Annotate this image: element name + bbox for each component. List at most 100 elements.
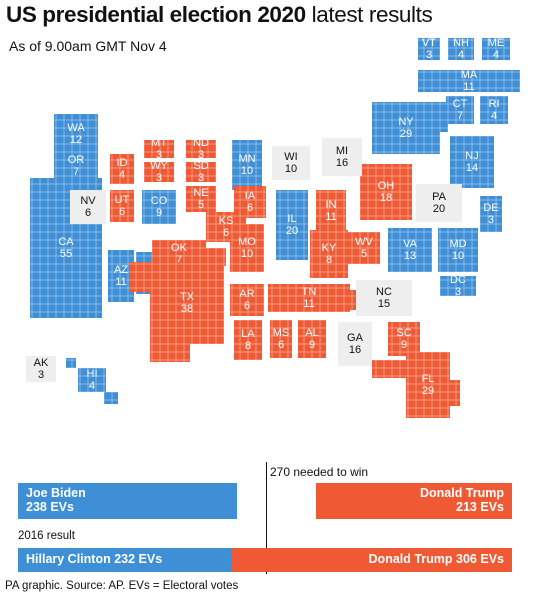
state-sd: SD3 <box>186 160 216 184</box>
state-co: CO9 <box>142 190 176 224</box>
state-or: OR7 <box>54 154 98 178</box>
state-tile-overlay <box>316 190 346 232</box>
state-tile-overlay <box>448 38 474 60</box>
state-tile-overlay <box>440 102 448 132</box>
state-tile-overlay <box>150 344 190 362</box>
state-block <box>26 356 56 382</box>
state-tile-overlay <box>234 320 262 360</box>
source-note: PA graphic. Source: AP. EVs = Electoral … <box>5 580 239 592</box>
state-nd: ND3 <box>186 137 216 161</box>
state-tile-overlay <box>232 140 262 190</box>
state-tile-overlay <box>406 352 450 418</box>
state-tile-overlay <box>372 360 406 378</box>
state-wv: WV5 <box>348 232 380 264</box>
state-nv: NV6 <box>70 190 106 224</box>
biden-name: Joe Biden <box>26 486 86 500</box>
state-tile-overlay <box>144 140 174 158</box>
state-tile-overlay <box>54 154 98 178</box>
state-tile-overlay <box>150 262 224 344</box>
state-tile-overlay <box>482 38 510 60</box>
threshold-line <box>266 462 267 574</box>
state-tile-overlay <box>230 224 264 272</box>
state-tile-overlay <box>186 186 216 212</box>
state-tile-overlay <box>480 196 502 232</box>
biden-bar: Joe Biden 238 EVs <box>18 483 237 519</box>
state-nh: NH4 <box>448 37 474 61</box>
state-ak: AK3 <box>26 356 56 382</box>
title-main: US presidential election 2020 <box>6 2 306 27</box>
state-ct: CT7 <box>446 96 474 124</box>
result-2016-label: 2016 result <box>18 530 75 542</box>
state-tile-overlay <box>144 162 174 182</box>
state-block <box>272 146 310 180</box>
state-ut: UT6 <box>110 190 134 222</box>
state-tile-overlay <box>268 284 350 312</box>
as-of-timestamp: As of 9.00am GMT Nov 4 <box>9 38 167 54</box>
trump-name: Donald Trump <box>419 486 504 500</box>
state-tile-overlay <box>130 262 152 292</box>
state-hi: HI4 <box>66 358 118 404</box>
state-block <box>338 322 372 366</box>
state-block <box>356 280 412 316</box>
title-rest: latest results <box>311 2 433 27</box>
state-la: LA8 <box>234 320 262 360</box>
state-tile-overlay <box>186 162 216 182</box>
state-tile-overlay <box>486 86 520 92</box>
clinton-bar: Hillary Clinton 232 EVs <box>18 548 231 572</box>
state-ne: NE5 <box>186 186 216 212</box>
state-ar: AR6 <box>230 284 264 316</box>
state-tile-overlay <box>418 38 440 60</box>
state-tile-overlay <box>66 358 76 368</box>
state-al: AL9 <box>298 320 326 358</box>
state-tile-overlay <box>78 368 106 392</box>
state-mt: MT3 <box>144 137 174 161</box>
state-vt: VT3 <box>418 37 440 61</box>
state-tile-overlay <box>480 96 508 124</box>
state-tile-overlay <box>310 230 348 278</box>
state-block <box>70 190 106 224</box>
state-tile-overlay <box>438 228 478 272</box>
biden-evs: 238 EVs <box>26 500 74 514</box>
state-tile-overlay <box>110 190 134 222</box>
state-tile-overlay <box>446 96 474 124</box>
threshold-label: 270 needed to win <box>270 465 369 479</box>
state-tile-overlay <box>388 228 432 272</box>
trump-evs: 213 EVs <box>456 500 504 514</box>
state-tile-overlay <box>372 102 440 154</box>
chart-title: US presidential election 2020 latest res… <box>6 2 530 28</box>
state-tile-overlay <box>388 322 420 356</box>
state-sc: SC9 <box>388 322 420 356</box>
state-ri: RI4 <box>480 96 508 124</box>
state-tile-overlay <box>54 114 98 154</box>
state-tile-overlay <box>104 392 118 404</box>
state-tile-overlay <box>348 232 380 264</box>
state-tile-overlay <box>276 190 308 260</box>
state-tile-overlay <box>230 284 264 316</box>
clinton-label: Hillary Clinton 232 EVs <box>26 552 163 566</box>
state-tile-overlay <box>206 248 226 266</box>
state-tile-overlay <box>440 276 476 296</box>
state-de: DE3 <box>480 196 502 232</box>
trump-bar: Donald Trump 213 EVs <box>316 483 512 519</box>
trump-2016-label: Donald Trump 306 EVs <box>368 552 504 566</box>
state-tile-overlay <box>450 136 494 188</box>
state-tile-overlay <box>110 154 134 184</box>
